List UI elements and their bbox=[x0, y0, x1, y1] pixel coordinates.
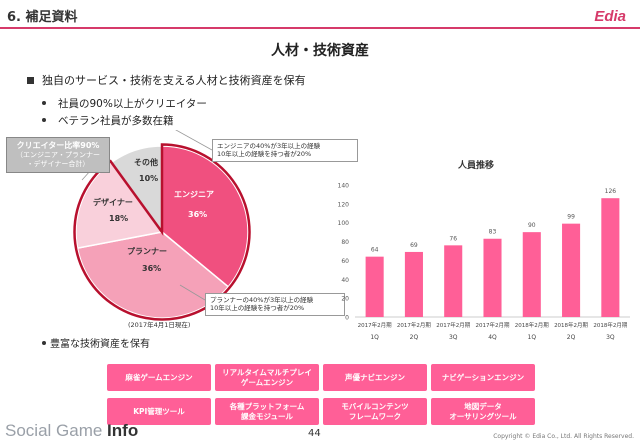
sub-bullet: 社員の90%以上がクリエイター bbox=[42, 96, 207, 111]
bar-chart-title: 人員推移 bbox=[458, 161, 495, 171]
bar bbox=[444, 245, 463, 317]
y-tick-label: 20 bbox=[341, 296, 349, 303]
tech-asset-mobile-framework: モバイルコンテンツ フレームワーク bbox=[323, 398, 427, 425]
dot-bullet-icon bbox=[42, 341, 46, 345]
tech-bullet-text: 豊富な技術資産を保有 bbox=[50, 339, 150, 350]
brand-bold: Info bbox=[107, 421, 139, 440]
bar-value-label: 90 bbox=[528, 222, 536, 229]
y-tick-label: 140 bbox=[338, 183, 350, 190]
y-tick-label: 120 bbox=[338, 201, 350, 208]
tech-asset-map-authoring: 地図データ オーサリングツール bbox=[431, 398, 535, 425]
tech-asset-realtime-engine: リアルタイムマルチプレイ ゲームエンジン bbox=[215, 364, 319, 391]
creator-ratio-sub2: ・デザイナー合計） bbox=[26, 159, 90, 168]
y-tick-label: 80 bbox=[341, 239, 349, 246]
bar bbox=[522, 232, 541, 317]
brand-light: Social Game bbox=[5, 421, 108, 440]
main-bullet-text: 独自のサービス・技術を支える人材と技術資産を保有 bbox=[42, 74, 306, 87]
pie-label-planner: プランナー bbox=[127, 247, 167, 256]
watermark-brand: Social Game Info bbox=[5, 421, 138, 441]
main-bullet: 独自のサービス・技術を支える人材と技術資産を保有 bbox=[27, 72, 306, 88]
sub-bullet: ベテラン社員が多数在籍 bbox=[42, 113, 174, 128]
square-bullet-icon bbox=[27, 76, 34, 84]
tech-asset-navigation-engine: ナビゲーションエンジン bbox=[431, 364, 535, 391]
company-logo: Edia bbox=[594, 8, 626, 25]
y-tick-label: 60 bbox=[341, 258, 349, 265]
slide-title: 人材・技術資産 bbox=[271, 43, 369, 59]
bar-value-label: 83 bbox=[489, 229, 497, 236]
pie-label-designer: デザイナー bbox=[93, 198, 133, 207]
dot-bullet-icon bbox=[42, 118, 46, 122]
pie-pct-designer: 18% bbox=[109, 214, 129, 223]
x-tick-label-period: 2017年2月期 bbox=[397, 321, 431, 329]
x-tick-label-quarter: 1Q bbox=[528, 334, 537, 341]
creator-ratio-sub1: （エンジニア・プランナー bbox=[16, 151, 100, 159]
pie-pct-planner: 36% bbox=[142, 264, 162, 273]
pie-pct-other: 10% bbox=[139, 174, 159, 183]
bar-value-label: 64 bbox=[371, 247, 379, 254]
as-of-date: (2017年4月1日現在) bbox=[128, 321, 191, 329]
creator-ratio-title: クリエイター比率90% bbox=[16, 141, 100, 150]
x-tick-label-period: 2018年2月期 bbox=[554, 321, 588, 329]
planner-note-2: 10年以上の経験を持つ者が20% bbox=[210, 304, 305, 313]
bar-value-label: 99 bbox=[567, 214, 575, 221]
x-tick-label-period: 2017年2月期 bbox=[476, 321, 510, 329]
tech-asset-billing-module: 各種プラットフォーム 課金モジュール bbox=[215, 398, 319, 425]
bar-value-label: 76 bbox=[449, 235, 457, 242]
y-tick-label: 100 bbox=[338, 220, 350, 227]
copyright: Copyright © Edia Co., Ltd. All Rights Re… bbox=[493, 433, 634, 440]
pie-slice-engineer bbox=[161, 145, 249, 288]
creator-ratio-callout: クリエイター比率90% （エンジニア・プランナー ・デザイナー合計） bbox=[6, 137, 110, 173]
bar bbox=[483, 238, 502, 317]
page-number: 44 bbox=[308, 428, 321, 439]
pie-pct-engineer: 36% bbox=[188, 210, 208, 219]
tech-asset-kpi-tool: KPI管理ツール bbox=[107, 398, 211, 425]
headcount-bar-chart: 0 20 40 60 80 100 120 140 64 2017年2月期 1Q 69 2017年2月… bbox=[338, 183, 630, 341]
pie-label-engineer: エンジニア bbox=[174, 190, 214, 199]
pie-label-other: その他 bbox=[134, 158, 158, 167]
section-title: 6. 補足資料 bbox=[7, 10, 78, 25]
bar-value-label: 126 bbox=[605, 188, 617, 195]
sub-bullet-text: 社員の90%以上がクリエイター bbox=[58, 98, 207, 110]
tech-bullet: 豊富な技術資産を保有 bbox=[42, 335, 150, 350]
bar-value-label: 69 bbox=[410, 242, 418, 249]
bar bbox=[404, 251, 423, 317]
x-tick-label-period: 2017年2月期 bbox=[436, 321, 470, 329]
x-tick-label-quarter: 3Q bbox=[606, 334, 615, 341]
x-tick-label-period: 2018年2月期 bbox=[515, 321, 549, 329]
staff-composition-pie bbox=[73, 130, 251, 321]
planner-note-1: プランナーの40%が3年以上の経験 bbox=[210, 296, 314, 304]
x-tick-label-quarter: 2Q bbox=[410, 334, 419, 341]
bar bbox=[601, 198, 620, 317]
bar bbox=[365, 256, 384, 317]
tech-asset-mahjong-engine: 麻雀ゲームエンジン bbox=[107, 364, 211, 391]
x-tick-label-quarter: 4Q bbox=[488, 334, 497, 341]
x-tick-label-period: 2017年2月期 bbox=[358, 321, 392, 329]
engineer-note-2: 10年以上の経験を持つ者が20% bbox=[217, 150, 312, 159]
x-tick-label-quarter: 1Q bbox=[370, 334, 379, 341]
tech-asset-voice-navi-engine: 声優ナビエンジン bbox=[323, 364, 427, 391]
bar bbox=[562, 223, 581, 317]
dot-bullet-icon bbox=[42, 101, 46, 105]
y-tick-label: 0 bbox=[345, 315, 349, 322]
x-tick-label-quarter: 3Q bbox=[449, 334, 458, 341]
sub-bullet-text: ベテラン社員が多数在籍 bbox=[58, 115, 174, 127]
y-tick-label: 40 bbox=[341, 277, 349, 284]
planner-callout: プランナーの40%が3年以上の経験 10年以上の経験を持つ者が20% bbox=[205, 293, 345, 316]
header-divider bbox=[0, 27, 640, 29]
creator-outline bbox=[73, 143, 251, 321]
x-tick-label-quarter: 2Q bbox=[567, 334, 576, 341]
engineer-callout: エンジニアの40%が3年以上の経験 10年以上の経験を持つ者が20% bbox=[212, 139, 358, 162]
x-tick-label-period: 2018年2月期 bbox=[593, 321, 627, 329]
engineer-note-1: エンジニアの40%が3年以上の経験 bbox=[217, 142, 321, 150]
